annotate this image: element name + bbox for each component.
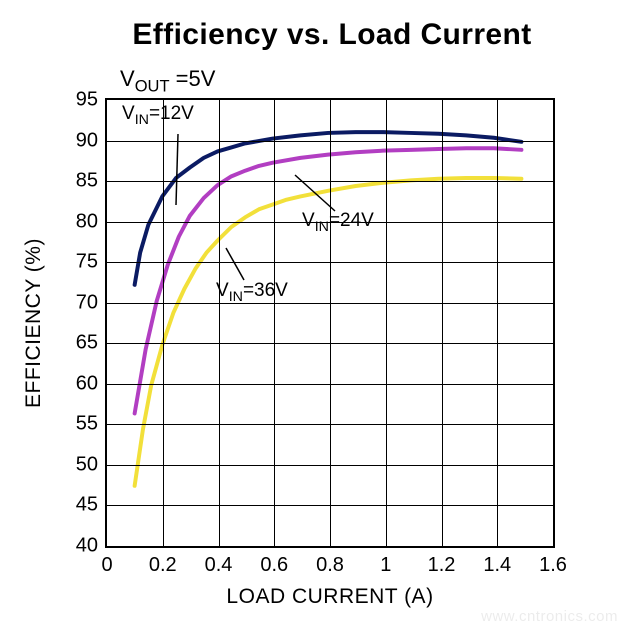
leader-vin-36v: [0, 0, 624, 631]
chart-card: Efficiency vs. Load Current VOUT =5V EFF…: [0, 0, 624, 631]
